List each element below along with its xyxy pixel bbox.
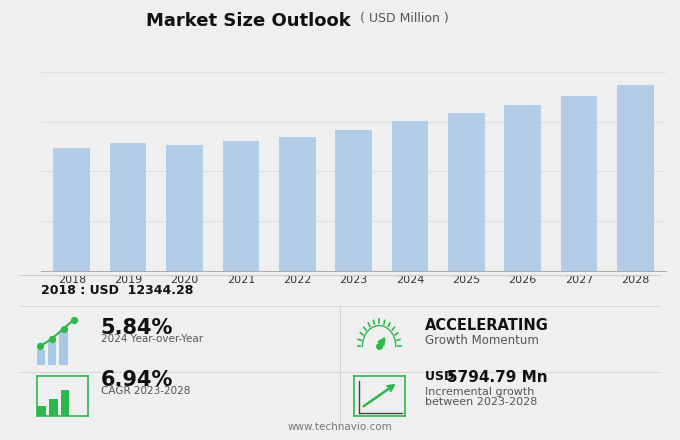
- Text: USD: USD: [425, 370, 458, 384]
- Bar: [448, 113, 485, 271]
- Bar: [505, 105, 541, 271]
- Point: [69, 316, 80, 323]
- Text: Market Size Outlook: Market Size Outlook: [146, 12, 351, 30]
- Point: [58, 325, 69, 332]
- Point: [35, 343, 46, 350]
- Bar: [335, 129, 372, 271]
- Text: Incremental growth: Incremental growth: [425, 387, 534, 397]
- Bar: [279, 136, 316, 271]
- Text: Growth Momentum: Growth Momentum: [425, 334, 539, 347]
- Text: 2018 : USD  12344.28: 2018 : USD 12344.28: [41, 284, 193, 297]
- Text: 2024 Year-over-Year: 2024 Year-over-Year: [101, 334, 203, 345]
- Bar: [36, 350, 45, 365]
- Text: 5.84%: 5.84%: [101, 318, 173, 337]
- Bar: [61, 390, 69, 416]
- Text: ( USD Million ): ( USD Million ): [360, 12, 449, 26]
- Bar: [59, 332, 68, 365]
- Bar: [37, 406, 46, 416]
- Text: CAGR 2023-2028: CAGR 2023-2028: [101, 386, 190, 396]
- Bar: [392, 121, 428, 271]
- Text: 5794.79 Mn: 5794.79 Mn: [447, 370, 548, 385]
- Bar: [49, 399, 58, 416]
- Bar: [166, 146, 203, 271]
- Bar: [54, 148, 90, 271]
- Point: [46, 335, 57, 342]
- Text: 6.94%: 6.94%: [101, 370, 173, 389]
- Text: www.technavio.com: www.technavio.com: [288, 422, 392, 432]
- Text: between 2023-2028: between 2023-2028: [425, 397, 537, 407]
- Bar: [561, 96, 597, 271]
- Bar: [48, 342, 56, 365]
- Bar: [222, 142, 259, 271]
- Bar: [110, 143, 146, 271]
- Text: ACCELERATING: ACCELERATING: [425, 318, 549, 333]
- Text: Market Size Outlook  ( USD Million ): Market Size Outlook ( USD Million ): [328, 11, 352, 13]
- Bar: [617, 85, 653, 271]
